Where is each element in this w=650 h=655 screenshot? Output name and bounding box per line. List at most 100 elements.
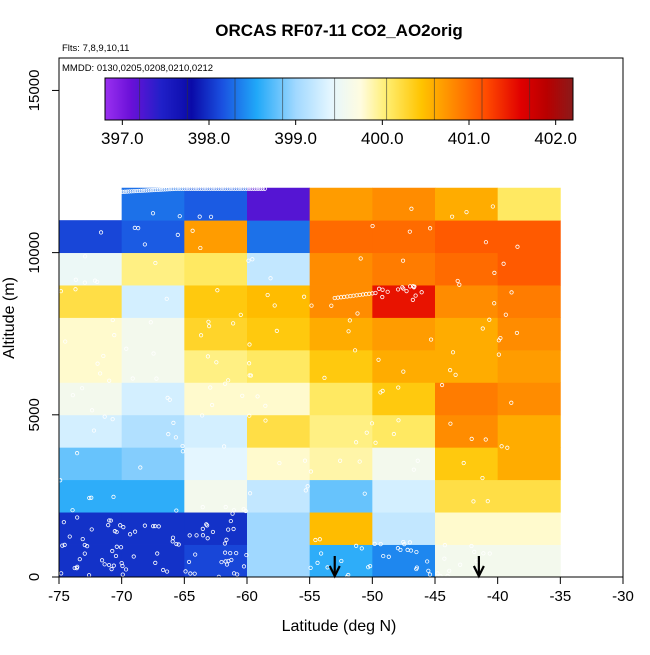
sample-point bbox=[199, 186, 204, 191]
sample-point bbox=[194, 533, 199, 538]
sample-point bbox=[101, 353, 106, 359]
heatmap-cell bbox=[435, 349, 499, 383]
sample-point bbox=[132, 529, 138, 534]
sample-point bbox=[407, 229, 412, 234]
sample-point bbox=[210, 402, 215, 408]
sample-point bbox=[131, 189, 137, 194]
sample-point bbox=[153, 260, 158, 266]
heatmap-cell bbox=[497, 382, 561, 416]
heatmap-cell bbox=[247, 544, 311, 578]
arrow-head bbox=[472, 565, 485, 579]
sample-point bbox=[223, 559, 228, 564]
sample-point bbox=[380, 294, 385, 300]
heatmap-cell bbox=[435, 187, 499, 221]
heatmap-cell bbox=[497, 512, 561, 545]
sample-point bbox=[111, 190, 116, 195]
sample-point bbox=[515, 244, 520, 249]
sample-point bbox=[109, 190, 114, 195]
heatmap-cell bbox=[121, 544, 185, 578]
heatmap-cell bbox=[184, 349, 248, 383]
sample-point bbox=[244, 186, 249, 191]
sample-point bbox=[247, 491, 253, 496]
sample-point bbox=[385, 289, 390, 294]
sample-point bbox=[369, 421, 375, 426]
heatmap-cell bbox=[497, 220, 561, 254]
sample-point bbox=[206, 319, 211, 324]
sample-point bbox=[301, 294, 307, 299]
sample-point bbox=[247, 342, 252, 347]
sample-point bbox=[171, 420, 176, 425]
sample-point bbox=[82, 551, 87, 556]
heatmap-cell bbox=[59, 349, 123, 383]
heatmap-cell bbox=[372, 187, 436, 221]
heatmap-cell bbox=[309, 252, 373, 286]
sample-point bbox=[89, 495, 94, 500]
sample-point bbox=[381, 553, 386, 559]
heatmap-cell bbox=[497, 447, 561, 481]
sample-point bbox=[188, 571, 193, 576]
sample-point bbox=[75, 515, 80, 520]
sample-point bbox=[226, 558, 231, 564]
sample-point bbox=[72, 565, 77, 571]
sample-point bbox=[480, 326, 485, 331]
x-tick-label: -30 bbox=[612, 588, 634, 605]
heatmap-cell bbox=[497, 285, 561, 318]
heatmap-cell bbox=[497, 252, 561, 286]
sample-point bbox=[195, 186, 200, 191]
sample-point bbox=[217, 186, 222, 191]
sample-point bbox=[204, 186, 209, 191]
sample-point bbox=[242, 186, 247, 191]
sample-point bbox=[355, 311, 360, 316]
sample-point bbox=[176, 542, 181, 547]
x-tick-label: -75 bbox=[48, 588, 70, 605]
heatmap-cell bbox=[247, 512, 311, 545]
sample-point bbox=[200, 413, 205, 418]
colorbar: 397.0 398.0 399.0 400.0 401.0 402.0 bbox=[101, 77, 577, 148]
sample-point bbox=[464, 210, 469, 215]
sample-point bbox=[458, 562, 463, 567]
sample-point bbox=[483, 437, 488, 442]
colorbar-tick-label: 397.0 bbox=[101, 129, 144, 148]
sample-point bbox=[205, 536, 210, 541]
sample-point bbox=[231, 571, 237, 576]
sample-point bbox=[110, 317, 115, 323]
sample-point bbox=[131, 554, 136, 559]
colorbar-ramp bbox=[105, 78, 573, 120]
sample-point bbox=[180, 449, 185, 454]
sample-point bbox=[215, 288, 220, 293]
sample-point bbox=[138, 465, 143, 470]
sample-point bbox=[198, 333, 204, 338]
flights-annotation: Flts: 7,8,9,10,11 bbox=[62, 43, 129, 54]
sample-point bbox=[187, 533, 192, 538]
sample-point bbox=[302, 458, 308, 463]
sample-point bbox=[247, 413, 252, 418]
sample-point bbox=[480, 475, 485, 481]
heatmap-cell bbox=[309, 349, 373, 383]
heatmap-cell bbox=[309, 285, 373, 318]
heatmap-cell bbox=[121, 414, 185, 448]
sample-point bbox=[407, 540, 412, 545]
sample-point bbox=[107, 518, 112, 523]
sample-point bbox=[165, 187, 170, 192]
sample-point bbox=[235, 186, 240, 191]
sample-point bbox=[113, 553, 119, 559]
sample-point bbox=[82, 280, 87, 285]
sample-point bbox=[338, 458, 343, 463]
sample-point bbox=[313, 537, 318, 543]
sample-point bbox=[411, 467, 416, 472]
sample-point bbox=[442, 556, 447, 561]
heatmap-cell bbox=[121, 447, 185, 481]
sample-point bbox=[370, 223, 375, 229]
sample-point bbox=[471, 499, 476, 504]
heatmap-cell bbox=[184, 252, 248, 286]
sample-point bbox=[448, 368, 453, 373]
heatmap-cell bbox=[372, 317, 436, 351]
heatmap-cell bbox=[435, 447, 499, 481]
sample-point bbox=[142, 242, 147, 247]
heatmap-cell bbox=[184, 479, 248, 513]
y-tick-label: 5000 bbox=[26, 398, 43, 431]
sample-point bbox=[130, 376, 135, 381]
heatmap-cell bbox=[121, 285, 185, 318]
sample-point bbox=[329, 303, 334, 308]
sample-point bbox=[364, 430, 369, 435]
